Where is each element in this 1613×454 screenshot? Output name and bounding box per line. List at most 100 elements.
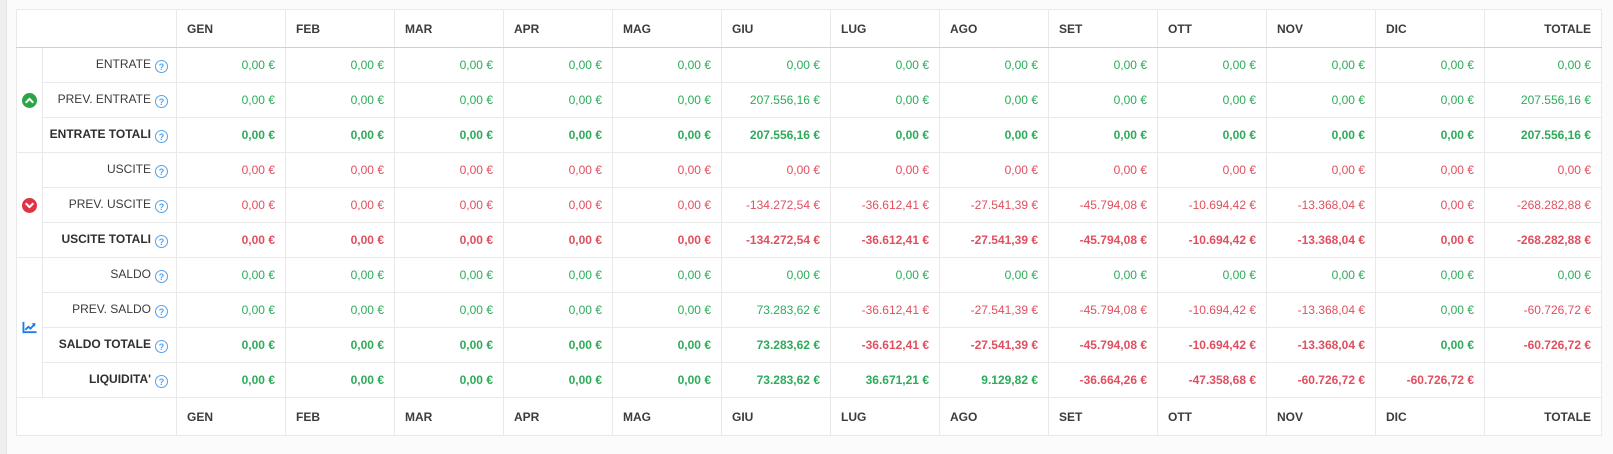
help-icon[interactable]: ? <box>155 235 168 248</box>
value-cell: -27.541,39 € <box>939 222 1049 258</box>
left-scroll-strip <box>0 0 7 454</box>
value-cell: -27.541,39 € <box>939 292 1049 328</box>
value-cell: 0,00 € <box>830 257 940 293</box>
value-cell: -60.726,72 € <box>1484 292 1602 328</box>
value-cell: -268.282,88 € <box>1484 187 1602 223</box>
value-cell: 0,00 € <box>285 292 395 328</box>
value-cell: 0,00 € <box>176 117 286 153</box>
row-label: LIQUIDITA' <box>89 372 151 386</box>
value-cell: 0,00 € <box>503 47 613 83</box>
value-cell: 0,00 € <box>830 47 940 83</box>
row-label: USCITE TOTALI <box>61 232 151 246</box>
value-cell: 0,00 € <box>939 47 1049 83</box>
value-cell: -134.272,54 € <box>721 222 831 258</box>
footer-month-lug: LUG <box>830 397 940 436</box>
header-month-feb: FEB <box>285 9 395 48</box>
value-cell: -60.726,72 € <box>1375 362 1485 398</box>
value-cell: -27.541,39 € <box>939 327 1049 363</box>
value-cell: 0,00 € <box>830 82 940 118</box>
header-month-giu: GIU <box>721 9 831 48</box>
value-cell: 0,00 € <box>176 292 286 328</box>
value-cell: 0,00 € <box>612 187 722 223</box>
value-cell: 0,00 € <box>1484 47 1602 83</box>
value-cell: 0,00 € <box>1375 117 1485 153</box>
value-cell: 207.556,16 € <box>721 117 831 153</box>
table-row: SALDO? 0,00 €0,00 €0,00 €0,00 €0,00 €0,00… <box>16 257 1602 398</box>
value-cell: 207.556,16 € <box>1484 117 1602 153</box>
value-cell: -45.794,08 € <box>1048 222 1158 258</box>
value-cell: -60.726,72 € <box>1266 362 1376 398</box>
circle-arrow-up-icon <box>16 47 43 153</box>
table-row: PREV. USCITE? 0,00 €0,00 €0,00 €0,00 €0,0… <box>17 187 1602 223</box>
value-cell: 0,00 € <box>176 47 286 83</box>
help-icon[interactable]: ? <box>155 305 168 318</box>
footer-month-gen: GEN <box>176 397 286 436</box>
value-cell: 0,00 € <box>176 152 286 188</box>
value-cell: 0,00 € <box>1266 152 1376 188</box>
value-cell: 0,00 € <box>394 257 504 293</box>
value-cell <box>1484 362 1602 398</box>
value-cell: 73.283,62 € <box>721 292 831 328</box>
table-row: USCITE? 0,00 €0,00 €0,00 €0,00 €0,00 €0,0… <box>16 152 1602 258</box>
help-icon[interactable]: ? <box>155 270 168 283</box>
header-month-dic: DIC <box>1375 9 1485 48</box>
value-cell: 0,00 € <box>721 257 831 293</box>
value-cell: 0,00 € <box>176 362 286 398</box>
value-cell: 0,00 € <box>612 327 722 363</box>
help-icon[interactable]: ? <box>155 200 168 213</box>
footer-corner-cell <box>16 397 177 436</box>
value-cell: 0,00 € <box>1157 82 1267 118</box>
value-cell: 0,00 € <box>394 152 504 188</box>
value-cell: 0,00 € <box>1375 47 1485 83</box>
value-cell: 207.556,16 € <box>721 82 831 118</box>
footer-month-ott: OTT <box>1157 397 1267 436</box>
value-cell: -10.694,42 € <box>1157 222 1267 258</box>
help-icon[interactable]: ? <box>155 165 168 178</box>
header-month-lug: LUG <box>830 9 940 48</box>
value-cell: 0,00 € <box>503 292 613 328</box>
value-cell: -13.368,04 € <box>1266 292 1376 328</box>
value-cell: -13.368,04 € <box>1266 327 1376 363</box>
table-row: SALDO TOTALE? 0,00 €0,00 €0,00 €0,00 €0,0… <box>17 327 1602 363</box>
footer-month-mar: MAR <box>394 397 504 436</box>
value-cell: 73.283,62 € <box>721 327 831 363</box>
help-icon[interactable]: ? <box>155 95 168 108</box>
header-month-apr: APR <box>503 9 613 48</box>
monthly-table: GEN FEB MAR APR MAG GIU LUG AGO SET OTT NOV DIC TOTA… <box>16 9 1602 436</box>
help-icon[interactable]: ? <box>155 60 168 73</box>
value-cell: -10.694,42 € <box>1157 187 1267 223</box>
value-cell: 0,00 € <box>1266 82 1376 118</box>
value-cell: 0,00 € <box>503 257 613 293</box>
help-icon[interactable]: ? <box>155 375 168 388</box>
value-cell: 0,00 € <box>503 117 613 153</box>
value-cell: 0,00 € <box>503 152 613 188</box>
value-cell: 0,00 € <box>1048 82 1158 118</box>
value-cell: 0,00 € <box>1484 257 1602 293</box>
value-cell: 0,00 € <box>612 292 722 328</box>
value-cell: 0,00 € <box>176 257 286 293</box>
value-cell: 0,00 € <box>1048 152 1158 188</box>
value-cell: 0,00 € <box>285 362 395 398</box>
value-cell: -36.664,26 € <box>1048 362 1158 398</box>
chart-line-icon[interactable] <box>16 257 43 398</box>
value-cell: -36.612,41 € <box>830 327 940 363</box>
help-icon[interactable]: ? <box>155 340 168 353</box>
value-cell: 0,00 € <box>1157 47 1267 83</box>
help-icon[interactable]: ? <box>155 130 168 143</box>
value-cell: 0,00 € <box>503 82 613 118</box>
value-cell: 0,00 € <box>285 117 395 153</box>
value-cell: 0,00 € <box>830 152 940 188</box>
value-cell: 0,00 € <box>612 257 722 293</box>
value-cell: -10.694,42 € <box>1157 292 1267 328</box>
table-row: USCITE TOTALI? 0,00 €0,00 €0,00 €0,00 €0,… <box>17 222 1602 258</box>
value-cell: 0,00 € <box>830 117 940 153</box>
cashflow-table-container: GEN FEB MAR APR MAG GIU LUG AGO SET OTT NOV DIC TOTA… <box>16 9 1602 436</box>
table-row: PREV. ENTRATE? 0,00 €0,00 €0,00 €0,00 €0,… <box>17 82 1602 118</box>
value-cell: 0,00 € <box>503 327 613 363</box>
value-cell: -13.368,04 € <box>1266 222 1376 258</box>
value-cell: 207.556,16 € <box>1484 82 1602 118</box>
table-row: ENTRATE TOTALI? 0,00 €0,00 €0,00 €0,00 €0… <box>17 117 1602 153</box>
footer-month-totale: TOTALE <box>1484 397 1602 436</box>
footer-month-ago: AGO <box>939 397 1049 436</box>
table-row: PREV. SALDO? 0,00 €0,00 €0,00 €0,00 €0,00… <box>17 292 1602 328</box>
